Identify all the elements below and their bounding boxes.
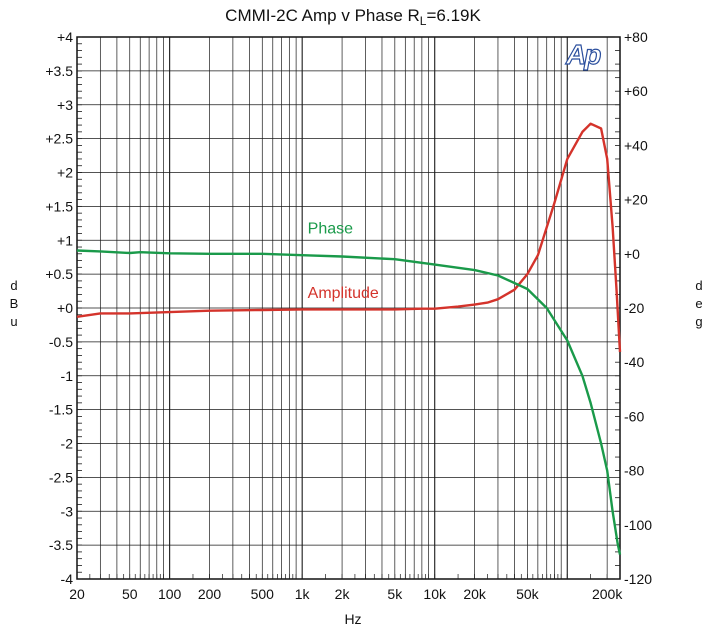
title-subscript: L [419,14,427,28]
title-main: CMMI-2C Amp v Phase R [225,6,420,25]
y-left-tick-label: -0.5 [49,334,73,350]
y-left-tick-label: -1 [61,368,74,384]
y-left-tick-label: +3 [57,97,73,113]
y-right-tick-label: -100 [624,517,652,533]
ap-logo: Ap [565,38,602,70]
x-tick-label: 50 [122,586,138,602]
axis-ticks [77,36,620,580]
y-right-tick-label: +60 [624,83,648,99]
y-right-unit-label: d e g [692,277,706,331]
x-tick-label: 20 [69,586,85,602]
y-right-tick-label: -80 [624,463,644,479]
title-tail: =6.19K [426,6,481,25]
x-tick-label: 100 [158,586,182,602]
y-left-unit-letter: u [10,314,18,329]
y-left-tick-label: +3.5 [45,63,73,79]
y-right-tick-label: +20 [624,192,648,208]
y-left-unit-label: d B u [7,277,21,331]
y-left-tick-label: -3.5 [49,537,73,553]
y-left-tick-label: +0 [57,300,73,316]
y-left-tick-label: +1.5 [45,198,73,214]
x-tick-label: 200k [592,586,623,602]
y-right-tick-label: +0 [624,246,640,262]
y-left-tick-label: -3 [61,503,74,519]
y-left-tick-label: +2.5 [45,131,73,147]
annotation-phase: Phase [308,220,353,237]
y-left-tick-label: -2.5 [49,469,73,485]
y-right-tick-label: -40 [624,354,644,370]
series-layer: Phase Amplitude [76,122,622,555]
y-left-unit-letter: d [10,278,18,293]
y-right-tick-label: -60 [624,408,644,424]
y-right-tick-label: -20 [624,300,644,316]
y-right-tick-label: +40 [624,137,648,153]
x-axis-label: Hz [344,611,362,627]
x-tick-label: 5k [387,586,403,602]
y-left-unit-letter: B [9,296,19,311]
y-left-tick-label: +1 [57,232,73,248]
series-line-amplitude [76,122,622,353]
y-left-tick-label: +4 [57,29,73,45]
y-left-tick-label: -1.5 [49,402,73,418]
x-tick-label: 20k [463,586,487,602]
x-tick-label: 50k [516,586,540,602]
y-left-tick-label: -4 [61,571,74,587]
y-right-tick-label: +80 [624,29,648,45]
y-right-unit-letter: e [695,296,703,311]
y-left-tick-label: +2 [57,165,73,181]
y-left-tick-label: +0.5 [45,266,73,282]
y-left-tick-label: -2 [61,436,74,452]
x-tick-label: 2k [335,586,351,602]
y-right-tick-label: -120 [624,571,652,587]
tick-labels: 20 50 100 200 500 1k 2k 5k 10k 20k 50k 200k +4 +3.5 +3… [45,29,652,602]
x-tick-label: 200 [198,586,222,602]
grid-lines [77,37,620,579]
y-right-unit-letter: g [695,314,703,329]
x-tick-label: 1k [295,586,311,602]
x-tick-label: 500 [251,586,275,602]
y-right-unit-letter: d [695,278,703,293]
series-line-phase [76,249,622,555]
chart-title: CMMI-2C Amp v Phase RL=6.19K [0,6,706,28]
x-tick-label: 10k [423,586,447,602]
annotation-amplitude: Amplitude [308,285,379,302]
